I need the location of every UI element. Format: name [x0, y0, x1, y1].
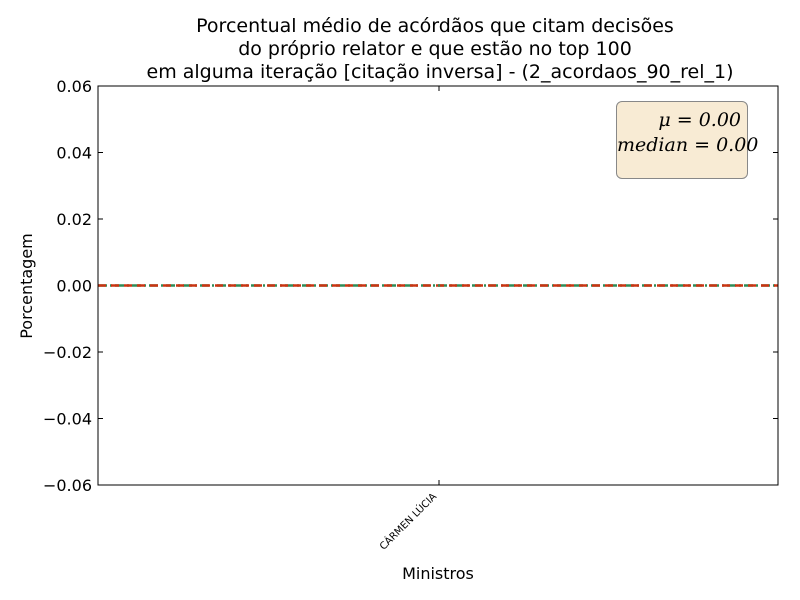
stats-legend-box: μ = 0.00 median = 0.00: [616, 101, 759, 179]
data-points: [437, 284, 441, 287]
median-stat: median = 0.00: [617, 134, 759, 156]
y-axis-label: Porcentagem: [17, 233, 36, 339]
plot-frame: [97, 85, 779, 486]
y-tick-label: 0.02: [56, 210, 92, 229]
mean-stat: μ = 0.00: [658, 109, 741, 131]
y-tick-label: 0.04: [56, 144, 92, 163]
y-tick-label: −0.02: [43, 343, 92, 362]
x-axis-label: Ministros: [402, 564, 474, 583]
chart-title-line-3: em alguma iteração [citação inversa] - (…: [147, 61, 734, 83]
chart-title-line-2: do próprio relator e que estão no top 10…: [238, 38, 632, 60]
x-axis-ticks: CÁRMEN LÚCIA: [377, 86, 440, 553]
chart-title-line-1: Porcentual médio de acórdãos que citam d…: [196, 15, 674, 37]
y-tick-label: −0.06: [43, 476, 92, 495]
data-point: [437, 284, 441, 287]
x-tick-label: CÁRMEN LÚCIA: [377, 490, 440, 553]
y-tick-label: −0.04: [43, 410, 92, 429]
y-tick-label: 0.06: [56, 77, 92, 96]
y-tick-label: 0.00: [56, 277, 92, 296]
